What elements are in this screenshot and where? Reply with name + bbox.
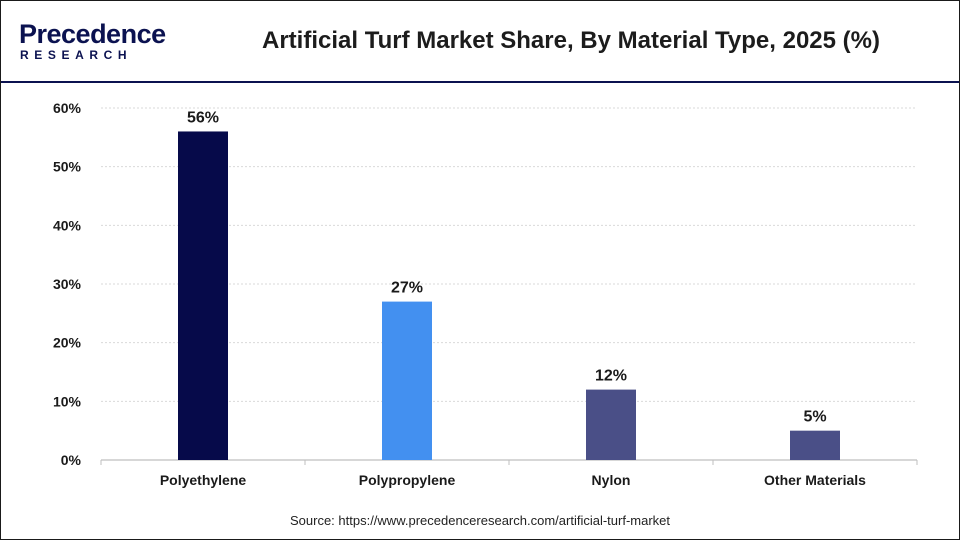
category-label: Polyethylene <box>160 472 247 488</box>
y-tick-label: 10% <box>53 393 82 409</box>
bar <box>178 131 228 460</box>
bar <box>382 301 432 460</box>
data-label: 12% <box>595 368 627 385</box>
y-tick-label: 40% <box>53 217 82 233</box>
y-tick-label: 60% <box>53 100 82 116</box>
source-note: Source: https://www.precedenceresearch.c… <box>289 513 671 528</box>
y-tick-label: 30% <box>53 276 82 292</box>
brand-logo: Precedence RESEARCH <box>19 19 169 67</box>
data-label: 56% <box>187 109 219 126</box>
y-tick-label: 0% <box>61 452 82 468</box>
bar-chart: 0% 10% 20% 30% 40% 50% 60% 56% Polyethylene 27% Po… <box>53 100 918 488</box>
chart-title: Artificial Turf Market Share, By Materia… <box>262 27 880 54</box>
header: Precedence RESEARCH Artificial Turf Mark… <box>1 1 959 81</box>
data-label: 5% <box>803 409 826 426</box>
brand-sub: RESEARCH <box>20 48 133 62</box>
y-tick-label: 20% <box>53 335 82 351</box>
category-label: Polypropylene <box>359 472 456 488</box>
data-label: 27% <box>391 280 423 297</box>
header-divider <box>1 81 959 83</box>
bar <box>586 389 636 460</box>
brand-name: Precedence <box>19 19 166 49</box>
bar <box>790 430 840 460</box>
y-tick-label: 50% <box>53 159 82 175</box>
category-label: Other Materials <box>764 472 866 488</box>
category-label: Nylon <box>592 472 631 488</box>
